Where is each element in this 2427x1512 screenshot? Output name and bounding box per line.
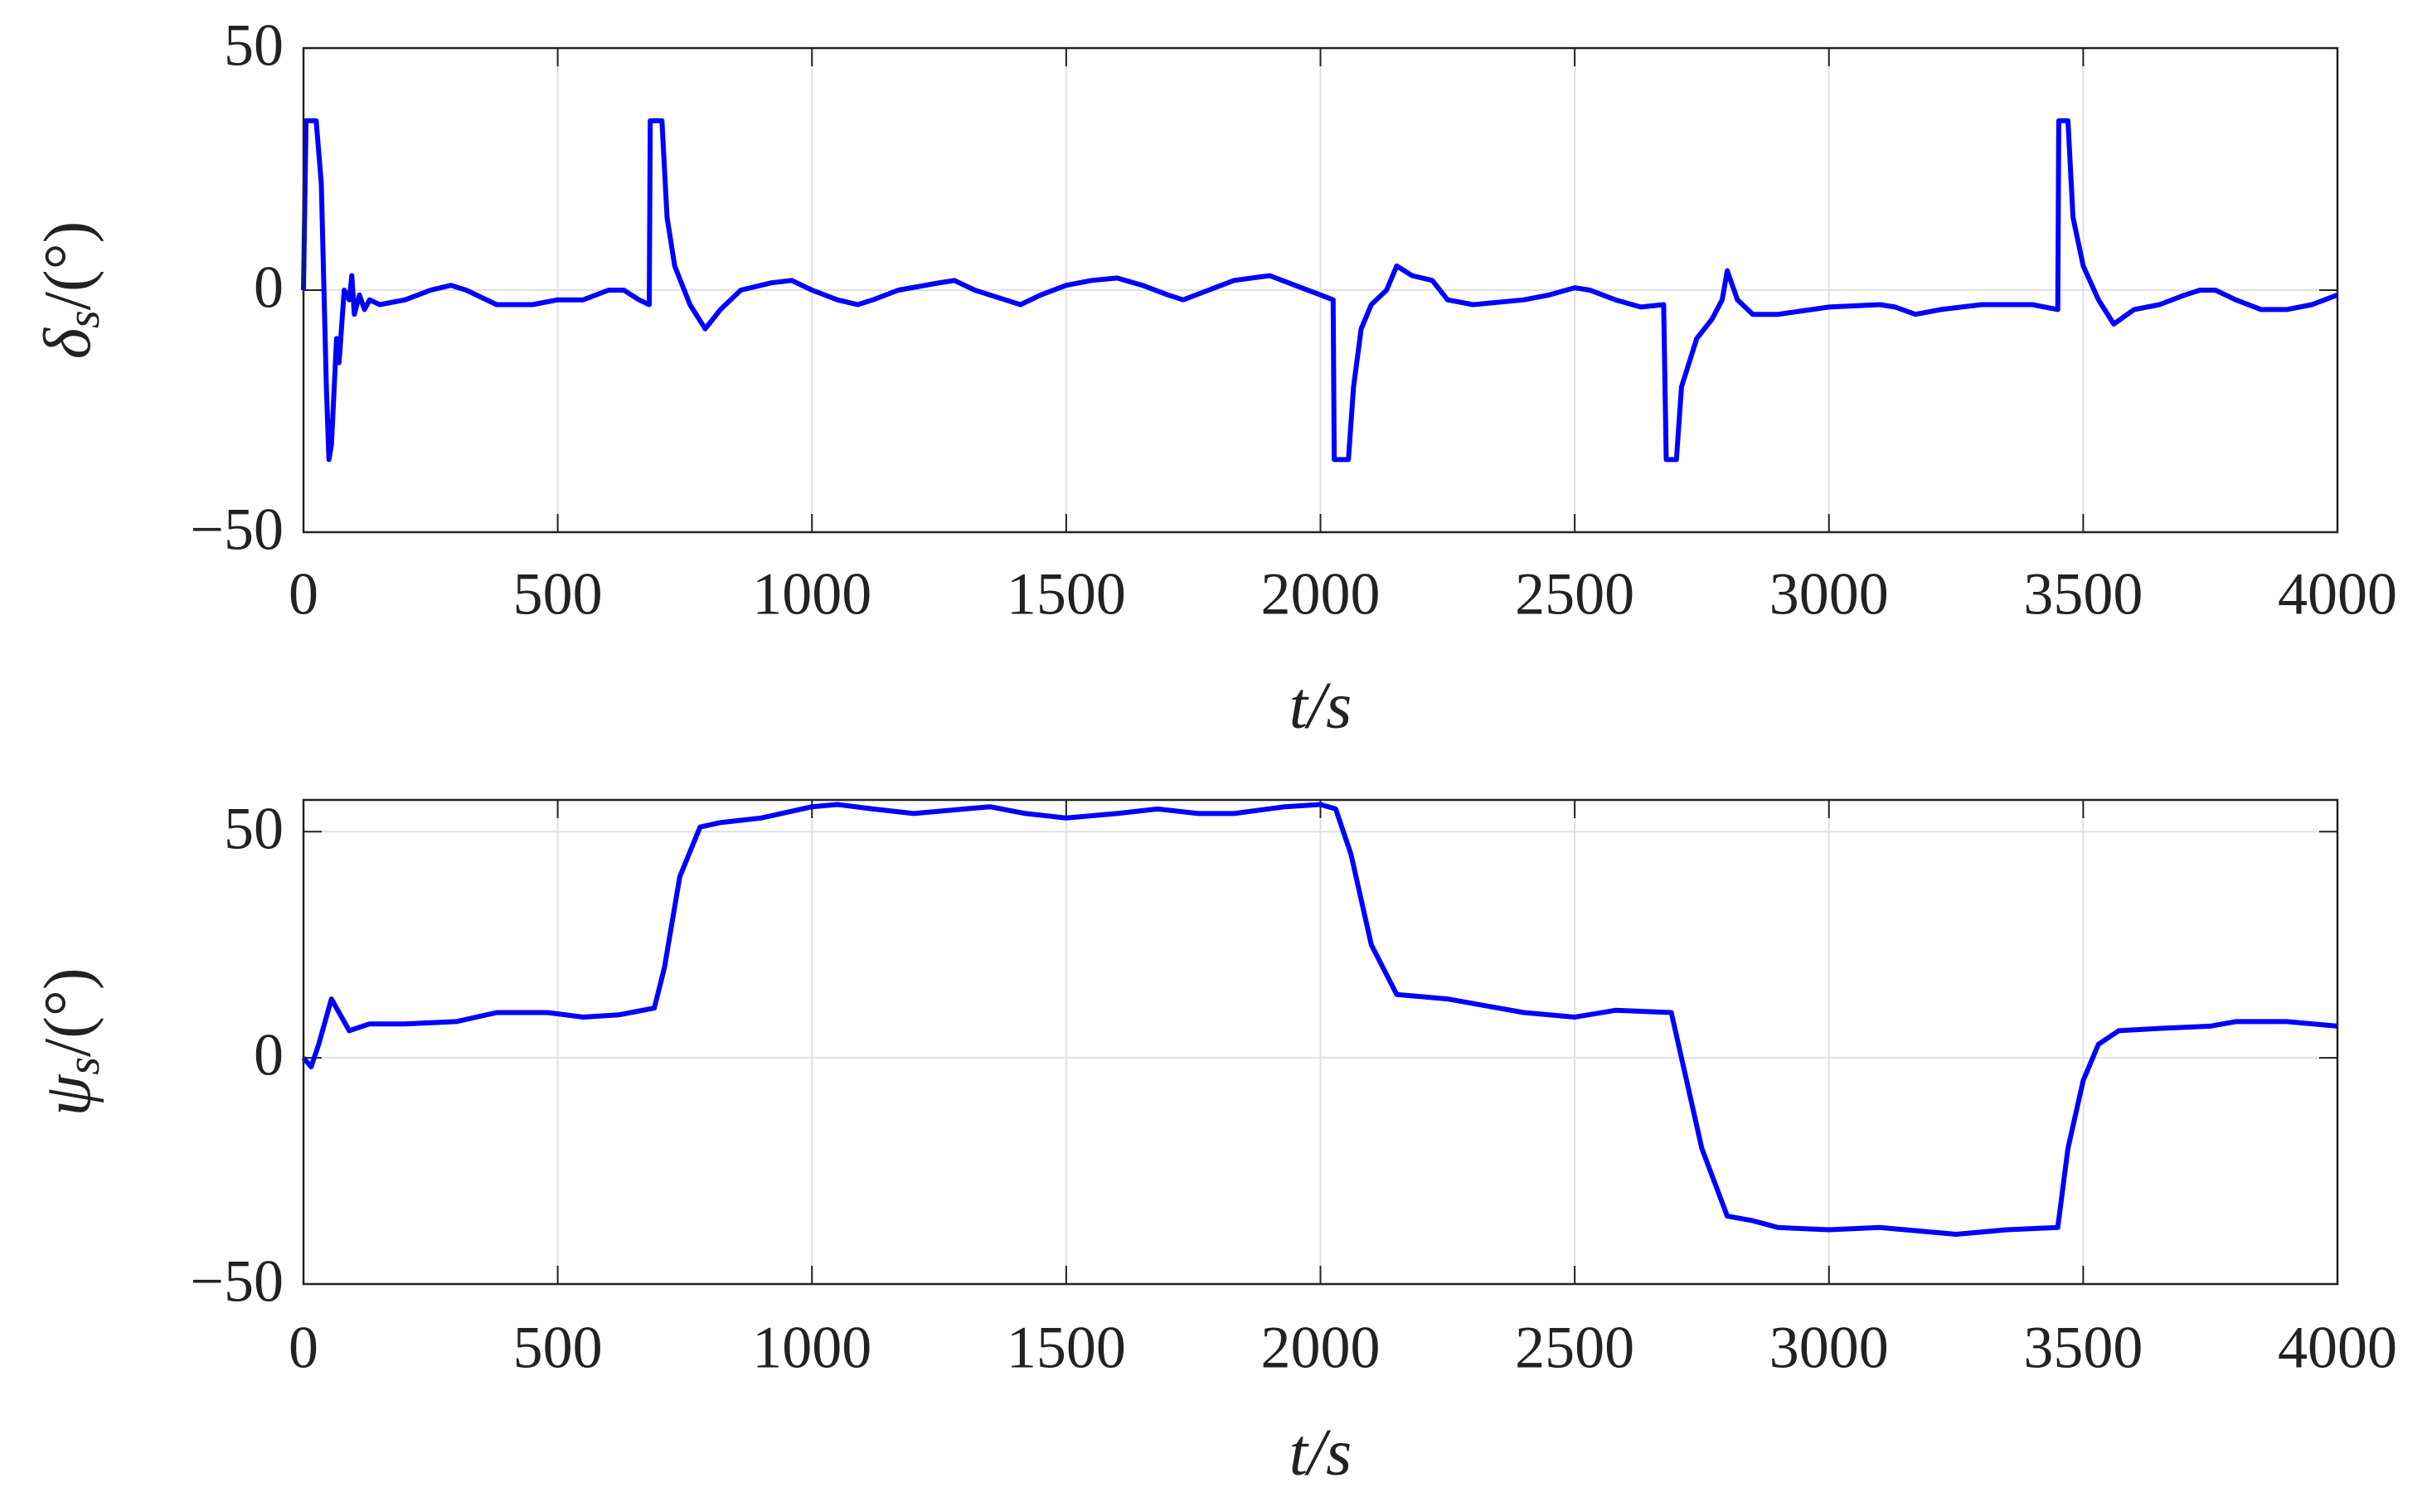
y-axis-label: ψs/(°) [32, 968, 109, 1117]
y-label-symbol: ψ [32, 1073, 104, 1116]
x-tick-label: 2000 [1261, 1315, 1381, 1381]
y-tick-label: 0 [254, 1022, 284, 1088]
y-label-symbol: δ [32, 327, 104, 359]
y-label-unit: /(°) [32, 221, 104, 311]
x-tick-label: 2000 [1261, 561, 1381, 628]
x-tick-label: 500 [513, 561, 603, 628]
x-tick-label: 4000 [2278, 1315, 2397, 1381]
y-axis-label: δs/(°) [32, 221, 109, 359]
x-axis-label: t/s [1289, 669, 1352, 742]
x-tick-label: 3000 [1769, 561, 1889, 628]
x-tick-label: 2500 [1515, 1315, 1634, 1381]
x-tick-label: 1000 [752, 1315, 871, 1381]
y-tick-label: −50 [190, 497, 284, 563]
x-tick-label: 1500 [1007, 1315, 1126, 1381]
data-line [301, 802, 2338, 1237]
y-tick-label: 0 [254, 254, 284, 321]
x-tick-label: 3000 [1769, 1315, 1889, 1381]
x-tick-label: 4000 [2278, 561, 2397, 628]
x-tick-label: 1000 [752, 561, 871, 628]
plot-frame [302, 798, 2339, 1286]
data-line [301, 118, 2339, 463]
x-axis-label: t/s [1289, 1416, 1352, 1489]
x-tick-label: 3500 [2023, 1315, 2143, 1381]
y-label-subscript: s [58, 1057, 109, 1075]
plot-frame [302, 46, 2339, 534]
x-tick-label: 3500 [2023, 561, 2143, 628]
y-tick-label: 50 [224, 12, 284, 79]
y-label-unit: /(°) [32, 968, 104, 1058]
x-tick-label: 1500 [1007, 561, 1126, 628]
x-tick-label: 0 [289, 561, 318, 628]
x-tick-label: 500 [513, 1315, 603, 1381]
y-tick-label: 50 [224, 796, 284, 862]
x-tick-label: 0 [289, 1315, 318, 1381]
y-label-subscript: s [58, 310, 109, 328]
y-tick-label: −50 [190, 1248, 284, 1315]
x-tick-label: 2500 [1515, 561, 1634, 628]
